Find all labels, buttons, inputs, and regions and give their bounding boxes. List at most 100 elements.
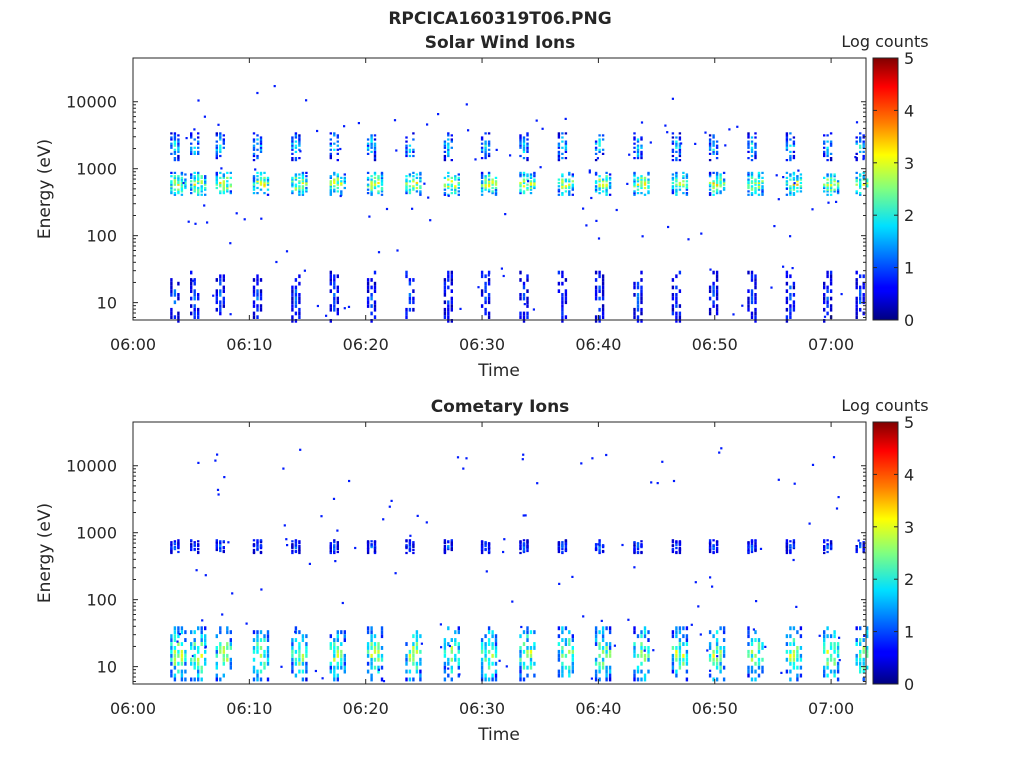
heatmap-cell <box>366 171 370 174</box>
heatmap-cell <box>533 630 536 635</box>
heatmap-cell <box>597 543 600 546</box>
heatmap-cell <box>754 630 757 635</box>
heatmap-cell <box>636 542 640 545</box>
heatmap-cell <box>215 181 218 185</box>
heatmap-cell <box>370 296 373 301</box>
heatmap-cell <box>173 150 177 153</box>
heatmap-cell <box>266 657 270 662</box>
heatmap-cell <box>291 293 294 297</box>
heatmap-cell <box>561 175 564 178</box>
heatmap-cell <box>215 178 218 181</box>
heatmap-cell <box>263 185 266 188</box>
heatmap-cell <box>859 175 862 178</box>
heatmap-cell <box>298 293 301 297</box>
heatmap-cell <box>484 281 487 286</box>
heatmap-cell <box>792 136 796 139</box>
heatmap-cell <box>412 541 415 544</box>
heatmap-cell <box>522 178 526 181</box>
heatmap-cell <box>859 626 862 631</box>
heatmap-cell <box>754 677 757 682</box>
heatmap-cell <box>708 285 712 290</box>
heatmap-cell <box>792 171 796 174</box>
heatmap-cell <box>457 190 460 193</box>
heatmap-cell <box>789 193 792 196</box>
heatmap-cell <box>757 181 761 185</box>
heatmap-cell <box>598 188 601 191</box>
heatmap-cell <box>180 626 184 631</box>
heatmap-cell <box>862 136 865 139</box>
heatmap-cell <box>443 638 447 642</box>
heatmap-cell <box>608 669 612 674</box>
heatmap-cell <box>256 539 259 542</box>
heatmap-cell <box>204 649 207 654</box>
heatmap-cell <box>373 307 377 312</box>
heatmap-cell <box>329 176 332 179</box>
heatmap-cell <box>564 278 568 282</box>
heatmap-cell <box>754 186 757 190</box>
heatmap-cell <box>715 188 719 191</box>
heatmap-cell <box>859 289 862 293</box>
heatmap-cell <box>373 657 377 662</box>
heatmap-cell <box>229 183 232 186</box>
heatmap-cell <box>712 634 715 639</box>
heatmap-cell <box>633 181 636 185</box>
heatmap-cell <box>792 541 796 544</box>
heatmap-cell <box>443 142 447 145</box>
heatmap-cell <box>259 144 263 147</box>
heatmap-cell <box>719 178 722 181</box>
heatmap-cell <box>564 626 568 631</box>
heatmap-cell <box>594 148 598 151</box>
heatmap-cell <box>259 544 263 547</box>
heatmap-cell <box>823 539 826 542</box>
heatmap-cell <box>215 544 218 547</box>
heatmap-cell <box>792 185 796 188</box>
heatmap-cell <box>180 185 184 188</box>
heatmap-cell <box>682 626 685 631</box>
heatmap-cell <box>862 175 865 178</box>
heatmap-cell <box>484 176 487 179</box>
heatmap-cell <box>282 467 285 470</box>
heatmap-cell <box>640 634 643 639</box>
heatmap-cell <box>256 673 259 678</box>
heatmap-cell <box>177 661 180 666</box>
heatmap-cell <box>832 456 836 459</box>
heatmap-cell <box>294 134 298 137</box>
heatmap-cell <box>480 150 484 153</box>
heatmap-cell <box>457 649 460 654</box>
heatmap-cell <box>263 653 266 658</box>
heatmap-cell <box>426 123 429 126</box>
heatmap-cell <box>633 307 636 312</box>
heatmap-cell <box>568 180 571 183</box>
heatmap-cell <box>640 157 643 160</box>
heatmap-cell <box>522 138 526 141</box>
heatmap-cell <box>761 185 764 188</box>
heatmap-cell <box>252 311 256 316</box>
heatmap-cell <box>775 174 778 177</box>
heatmap-cell <box>643 653 647 658</box>
heatmap-cell <box>522 150 526 153</box>
heatmap-cell <box>252 539 256 542</box>
heatmap-cell <box>643 178 647 181</box>
heatmap-cell <box>252 181 256 185</box>
heatmap-cell <box>190 281 193 286</box>
heatmap-cell <box>757 185 761 188</box>
heatmap-cell <box>443 300 447 305</box>
heatmap-cell <box>222 185 225 188</box>
heatmap-cell <box>754 669 757 674</box>
heatmap-cell <box>190 278 193 282</box>
heatmap-cell <box>564 653 568 658</box>
heatmap-cell <box>862 541 865 544</box>
heatmap-cell <box>370 183 373 186</box>
heatmap-cell <box>826 285 829 290</box>
heatmap-cell <box>561 315 564 319</box>
heatmap-cell <box>252 144 256 147</box>
heatmap-cell <box>862 296 865 301</box>
heatmap-cell <box>294 549 298 553</box>
heatmap-cell <box>329 304 332 308</box>
heatmap-cell <box>395 149 398 152</box>
heatmap-cell <box>785 144 789 147</box>
heatmap-cell <box>329 281 332 286</box>
heatmap-cell <box>522 136 526 139</box>
heatmap-cell <box>380 665 384 670</box>
heatmap-cell <box>419 673 422 678</box>
